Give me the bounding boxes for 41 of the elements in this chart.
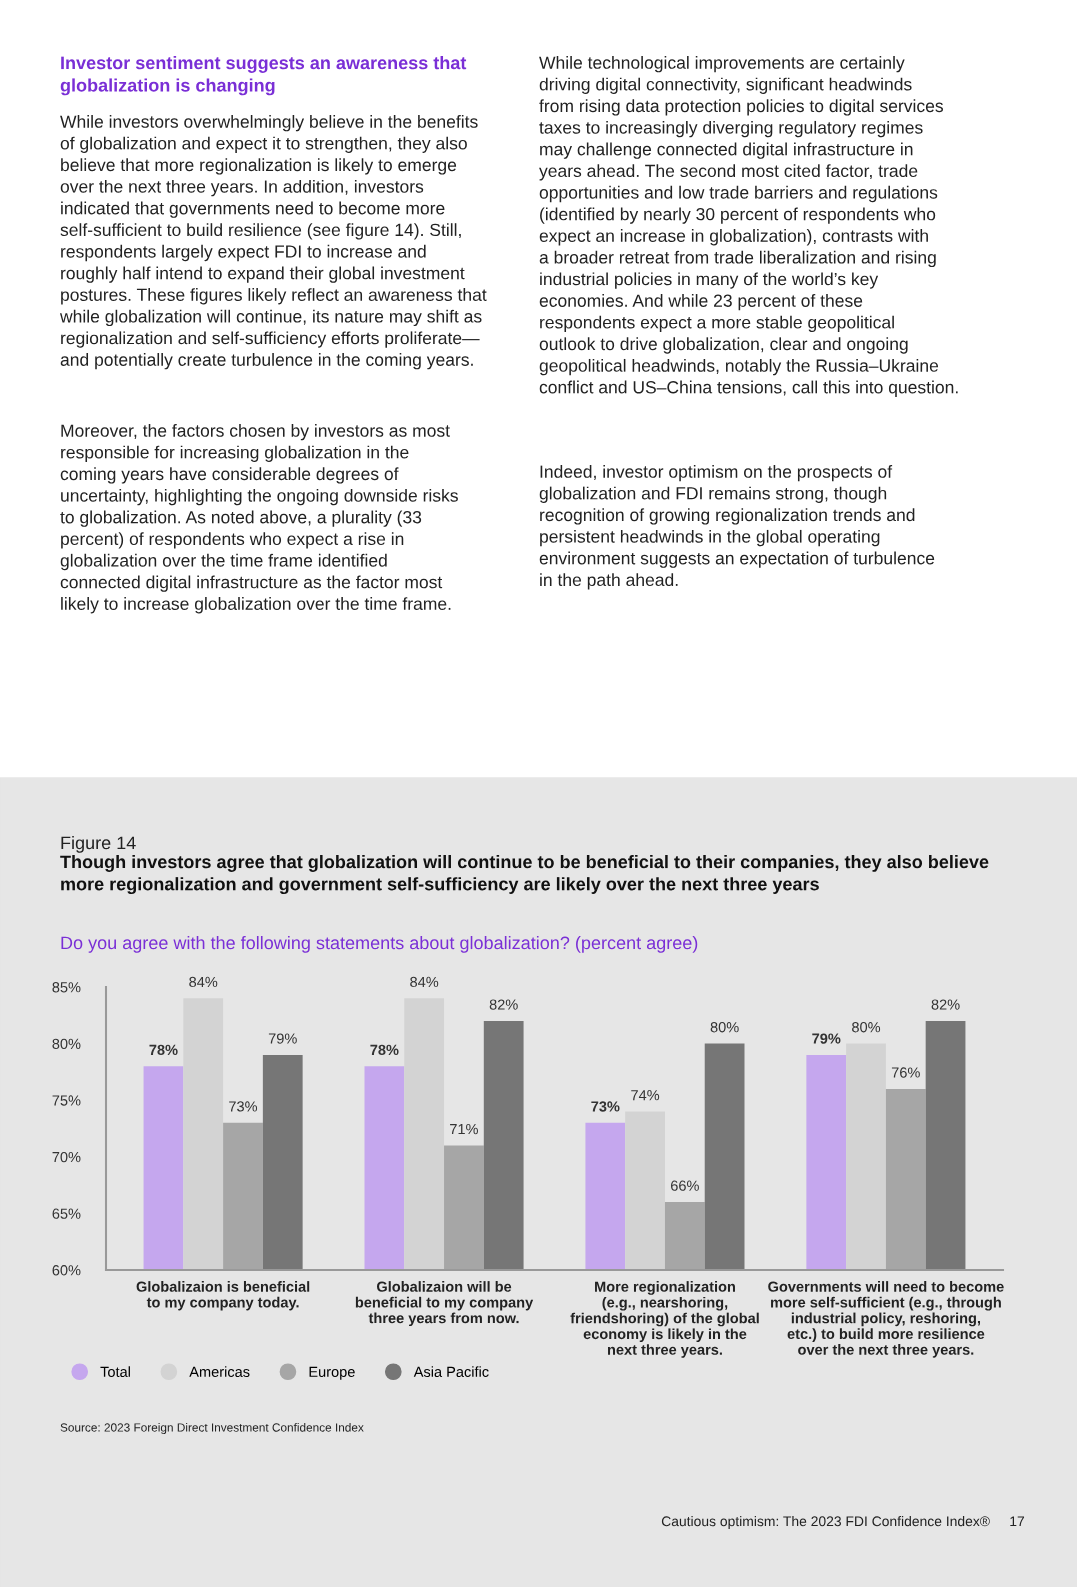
legend-label: Asia Pacific — [413, 1366, 489, 1377]
data-label: 82% — [489, 999, 518, 1010]
data-label: 84% — [410, 976, 439, 988]
chart-subtitle: Do you agree with the following statements about globalization? (percent agree) — [61, 936, 698, 953]
text: Cautious optimism: The 2023 FDI Confidence Index® — [661, 1516, 990, 1529]
data-label: 82% — [931, 999, 960, 1010]
data-label: 78% — [149, 1044, 178, 1056]
x-tick-label: Globalizaion will be beneficial to my company three years from now. — [355, 1281, 534, 1327]
data-label: 79% — [268, 1033, 297, 1044]
data-label: 84% — [189, 976, 218, 988]
text: Investor sentiment suggests an awareness that globalization is changing — [60, 56, 467, 96]
y-tick-label: 80% — [52, 1038, 81, 1050]
source-note: Source: 2023 Foreign Direct Investment Confidence Index — [60, 1423, 364, 1435]
data-label: 66% — [671, 1180, 699, 1191]
y-tick-label: 85% — [52, 982, 81, 993]
data-label: 73% — [229, 1101, 258, 1112]
data-label: 73% — [591, 1101, 620, 1112]
y-tick-label: 75% — [52, 1095, 81, 1106]
caption: Figure 14 — [61, 836, 136, 853]
text: 17 — [1010, 1516, 1025, 1527]
y-tick-label: 60% — [52, 1265, 81, 1276]
legend-label: Europe — [309, 1366, 355, 1380]
data-label: 78% — [370, 1044, 399, 1056]
data-label: 74% — [631, 1090, 660, 1101]
x-tick-label: Governments will need to become more self-sufficient (e.g., through industrial policy, reshoring, etc.) to build more resilience over the next three years. — [768, 1281, 1004, 1358]
legend-label: Total — [100, 1366, 130, 1377]
data-label: 76% — [891, 1067, 920, 1078]
legend-label: Americas — [189, 1366, 250, 1377]
text: While technological improvements are certainly driving digital connectivity, significant headwinds from rising data protection policies to digital services taxes to increasingly diverging regulatory regimes may challenge connected digital infrastructure in years ahead. The second most cited factor, trade opportunities and low trade barriers and regulations (identified by nearly 30 percent of respondents who expect an increase in globalization), contrasts with a broader retreat from trade liberalization and rising industrial policies in many of the world’s key economies. And while 23 percent of these respondents expect a more stable geopolitical outlook to drive globalization, clear and ongoing geopolitical headwinds, notably the Russia–Ukraine conflict and US–China tensions, call this into question. — [539, 56, 958, 397]
data-label: 79% — [812, 1033, 841, 1044]
chart-title: Though investors agree that globalization will continue to be beneficial to their companies, they also believe more regionalization and government self-sufficiency are likely over the next three years — [60, 855, 989, 895]
text: While investors overwhelmingly believe in the benefits of globalization and expect it to strengthen, they also believe that more regionalization is likely to emerge over the next three years. In addition, investors indicated that governments need to become more self-sufficient to build resilience (see figure 14). Still, respondents largely expect FDI to increase and roughly half intend to expand their global investment postures. These figures likely reflect an awareness that while globalization will continue, its nature may shift as regionalization and self-sufficiency efforts proliferate— and potentially create turbulence in the coming years. — [59, 115, 487, 370]
text: Indeed, investor optimism on the prospects of globalization and FDI remains strong, though recognition of growing regionalization trends and persistent headwinds in the global operating environment suggests an expectation of turbulence in the path ahead. — [539, 465, 935, 590]
y-tick-label: 65% — [52, 1208, 81, 1219]
y-tick-label: 70% — [52, 1151, 81, 1163]
data-label: 80% — [710, 1022, 739, 1033]
x-tick-label: More regionalization (e.g., nearshoring, friendshoring) of the global economy is likely in the next three years. — [570, 1281, 759, 1358]
data-label: 71% — [450, 1124, 478, 1135]
x-tick-label: Globalizaion is beneficial to my company today. — [136, 1281, 310, 1311]
text: Moreover, the factors chosen by investors as most responsible for increasing globalization in the coming years have considerable degrees of uncertainty, highlighting the ongoing downside risks to globalization. As noted above, a plurality (33 percent) of respondents who expect a rise in globalization over the time frame identified connected digital infrastructure as the factor most likely to increase globalization over the time frame. — [60, 424, 458, 614]
data-label: 80% — [852, 1022, 881, 1033]
